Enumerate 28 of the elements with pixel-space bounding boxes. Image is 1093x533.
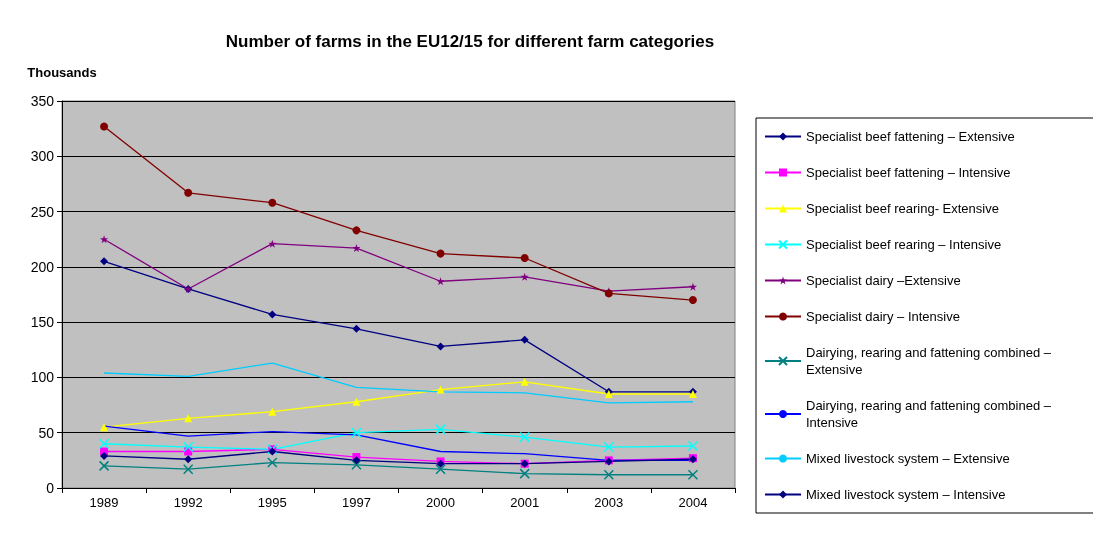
legend-label: Specialist beef fattening – Intensive	[806, 165, 1011, 180]
legend-label: Specialist beef fattening – Extensive	[806, 129, 1015, 144]
x-tick-label: 2001	[510, 495, 540, 510]
x-tick-label: 2004	[678, 495, 708, 510]
x-tick-label: 1992	[173, 495, 203, 510]
y-axis-title: Thousands	[27, 65, 97, 80]
x-tick-label: 1989	[89, 495, 119, 510]
x-tick-label: 2003	[594, 495, 624, 510]
legend-label: Specialist dairy –Extensive	[806, 273, 961, 288]
y-tick-label: 250	[30, 203, 55, 220]
y-tick-label: 350	[30, 93, 55, 109]
legend-label: Dairying, rearing and fattening combined – Intensive	[806, 398, 1055, 430]
x-tick-label: 2000	[426, 495, 456, 510]
legend-label: Specialist dairy – Intensive	[806, 309, 960, 324]
x-tick-label: 1995	[257, 495, 287, 510]
legend-label: Specialist beef rearing- Extensive	[806, 201, 999, 216]
chart-title: Number of farms in the EU12/15 for different farm categories	[225, 32, 715, 51]
legend-label: Specialist beef rearing – Intensive	[806, 237, 1002, 252]
y-tick-label: 50	[38, 424, 55, 441]
y-tick-label: 150	[30, 314, 55, 331]
y-tick-label: 100	[30, 369, 55, 386]
x-tick-label: 1997	[341, 495, 371, 510]
y-tick-label: 200	[30, 258, 55, 275]
legend-label: Mixed livestock system – Intensive	[806, 487, 1006, 502]
legend-label: Dairying, rearing and fattening combined – Extensive	[806, 345, 1055, 377]
y-tick-label: 300	[30, 148, 55, 165]
legend-label: Mixed livestock system – Extensive	[806, 451, 1010, 466]
y-tick-label: 0	[46, 480, 55, 496]
